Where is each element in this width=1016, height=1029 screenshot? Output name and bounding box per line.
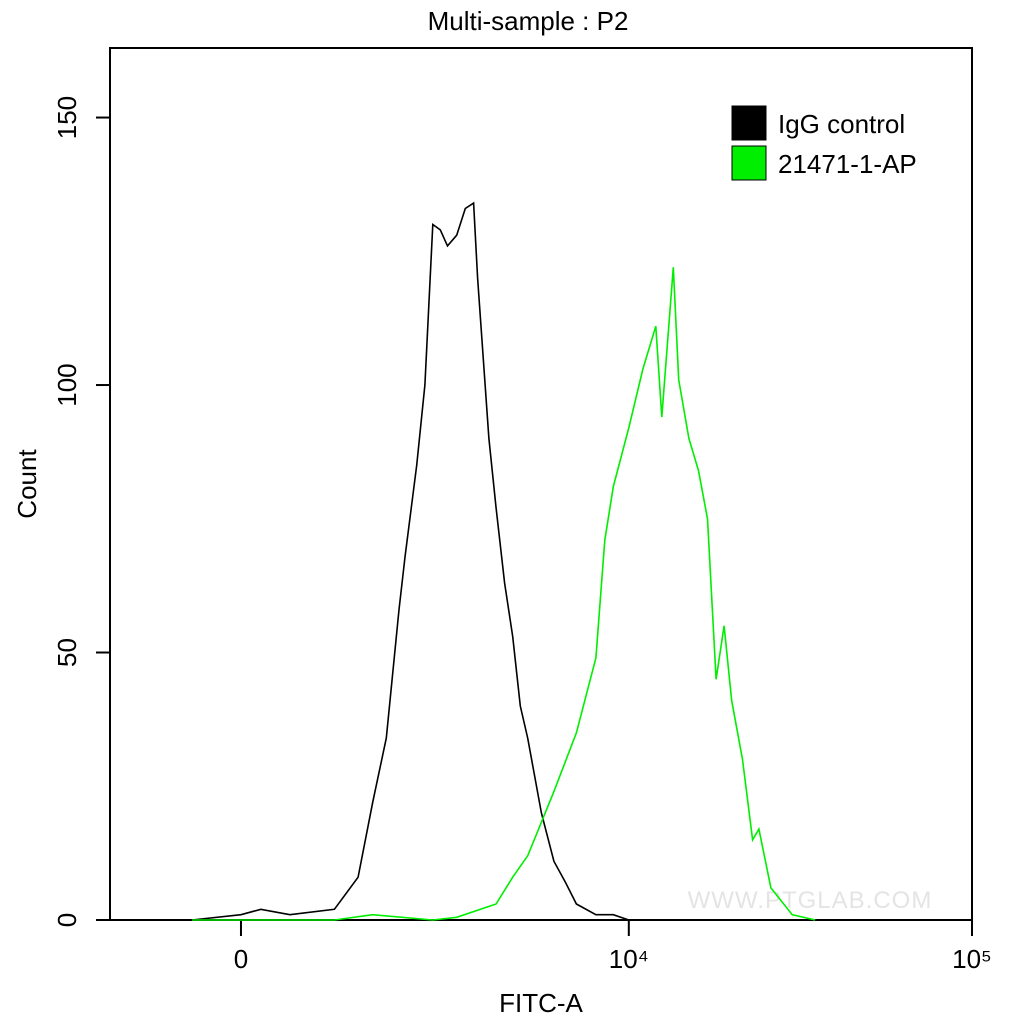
x-tick-label: 10⁵	[952, 944, 992, 974]
series-line	[192, 201, 630, 921]
legend-swatch	[731, 145, 767, 181]
x-axis-label: FITC-A	[499, 988, 583, 1018]
legend-swatch	[731, 105, 767, 141]
chart-title: Multi-sample : P2	[428, 6, 629, 36]
series-line	[192, 267, 816, 921]
x-tick-label: 0	[234, 944, 248, 974]
plot-frame	[109, 47, 973, 921]
y-tick-label: 150	[52, 96, 82, 139]
y-tick-label: 0	[52, 913, 82, 927]
y-tick-label: 50	[52, 638, 82, 667]
legend-label: IgG control	[778, 109, 905, 139]
watermark: WWW.PTGLAB.COM	[688, 887, 933, 914]
y-axis-label: Count	[12, 449, 42, 519]
y-tick-label: 100	[52, 363, 82, 406]
x-tick-label: 10⁴	[609, 944, 649, 974]
legend-label: 21471-1-AP	[778, 149, 917, 179]
